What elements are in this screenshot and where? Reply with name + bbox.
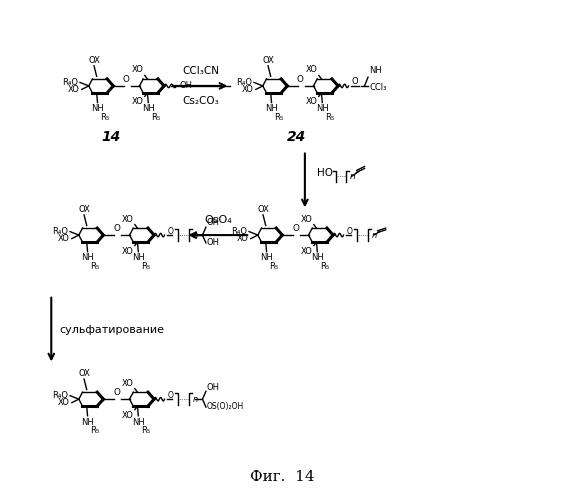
Text: OX: OX <box>262 56 274 65</box>
Text: R₅: R₅ <box>141 426 150 436</box>
Text: NH: NH <box>265 104 278 114</box>
Text: OH: OH <box>207 238 220 246</box>
Text: NH: NH <box>81 254 94 262</box>
Text: XO: XO <box>68 85 80 94</box>
Text: R₅: R₅ <box>325 113 334 122</box>
Text: O: O <box>351 77 358 86</box>
Text: сульфатирование: сульфатирование <box>59 324 164 334</box>
Text: OX: OX <box>257 205 269 214</box>
Text: O: O <box>346 226 353 235</box>
Text: O: O <box>292 224 299 234</box>
Text: n: n <box>193 231 198 240</box>
Text: HO: HO <box>317 168 333 178</box>
Text: n: n <box>193 395 198 404</box>
Text: OsO₄: OsO₄ <box>204 215 232 225</box>
Text: R₄O: R₄O <box>62 78 79 87</box>
Text: R₅: R₅ <box>269 262 278 271</box>
Text: OS(O)₂OH: OS(O)₂OH <box>207 402 244 411</box>
Text: NH: NH <box>132 418 145 426</box>
Text: XO: XO <box>237 234 249 243</box>
Text: R₅: R₅ <box>90 426 99 436</box>
Text: XO: XO <box>58 398 70 407</box>
Text: R₅: R₅ <box>274 113 283 122</box>
Text: XO: XO <box>306 66 318 74</box>
Text: NH: NH <box>81 418 94 426</box>
Text: NH: NH <box>369 66 382 76</box>
Text: n: n <box>350 172 355 182</box>
Text: XO: XO <box>58 234 70 243</box>
Text: NH: NH <box>260 254 273 262</box>
Text: OX: OX <box>78 369 90 378</box>
Text: NH: NH <box>91 104 104 114</box>
Text: Cs₂CO₃: Cs₂CO₃ <box>182 96 219 106</box>
Text: R₅: R₅ <box>100 113 109 122</box>
Text: R₅: R₅ <box>90 262 99 271</box>
Text: O: O <box>297 75 304 84</box>
Text: NH: NH <box>316 104 329 114</box>
Text: XO: XO <box>122 214 134 224</box>
Text: XO: XO <box>132 98 144 106</box>
Text: XO: XO <box>122 378 134 388</box>
Text: OX: OX <box>88 56 100 65</box>
Text: R₄O: R₄O <box>53 227 68 236</box>
Text: R₄O: R₄O <box>231 227 247 236</box>
Text: Фиг.  14: Фиг. 14 <box>250 470 315 484</box>
Text: OH: OH <box>207 382 220 392</box>
Text: n: n <box>372 231 377 240</box>
Text: OH: OH <box>207 218 220 228</box>
Text: 14: 14 <box>101 130 120 143</box>
Text: OH: OH <box>179 82 192 90</box>
Text: NH: NH <box>142 104 155 114</box>
Text: CCl₃CN: CCl₃CN <box>182 66 219 76</box>
Text: O: O <box>168 226 173 235</box>
Text: XO: XO <box>122 410 134 420</box>
Text: XO: XO <box>122 246 134 256</box>
Text: R₅: R₅ <box>320 262 329 271</box>
Text: XO: XO <box>132 66 144 74</box>
Text: XO: XO <box>301 246 313 256</box>
Text: R₅: R₅ <box>141 262 150 271</box>
Text: XO: XO <box>242 85 254 94</box>
Text: R₅: R₅ <box>151 113 160 122</box>
Text: XO: XO <box>306 98 318 106</box>
Text: O: O <box>168 390 173 400</box>
Text: OX: OX <box>78 205 90 214</box>
Text: O: O <box>113 388 120 398</box>
Text: R₄O: R₄O <box>236 78 253 87</box>
Text: XO: XO <box>301 214 313 224</box>
Text: NH: NH <box>132 254 145 262</box>
Text: R₄O: R₄O <box>53 391 68 400</box>
Text: O: O <box>123 75 130 84</box>
Text: NH: NH <box>311 254 324 262</box>
Text: O: O <box>113 224 120 234</box>
Text: CCl₃: CCl₃ <box>370 84 387 92</box>
Text: 24: 24 <box>287 130 307 143</box>
